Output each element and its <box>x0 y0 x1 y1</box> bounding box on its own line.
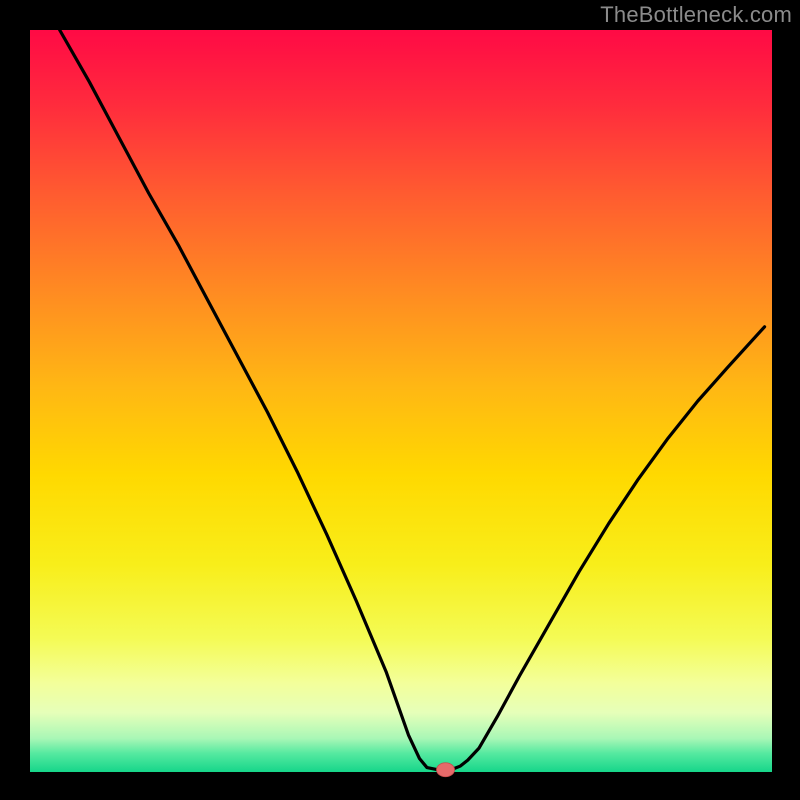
watermark-text: TheBottleneck.com <box>600 2 792 28</box>
bottleneck-chart <box>0 0 800 800</box>
chart-frame: TheBottleneck.com <box>0 0 800 800</box>
chart-background <box>30 30 772 772</box>
optimal-point-marker <box>437 763 455 777</box>
